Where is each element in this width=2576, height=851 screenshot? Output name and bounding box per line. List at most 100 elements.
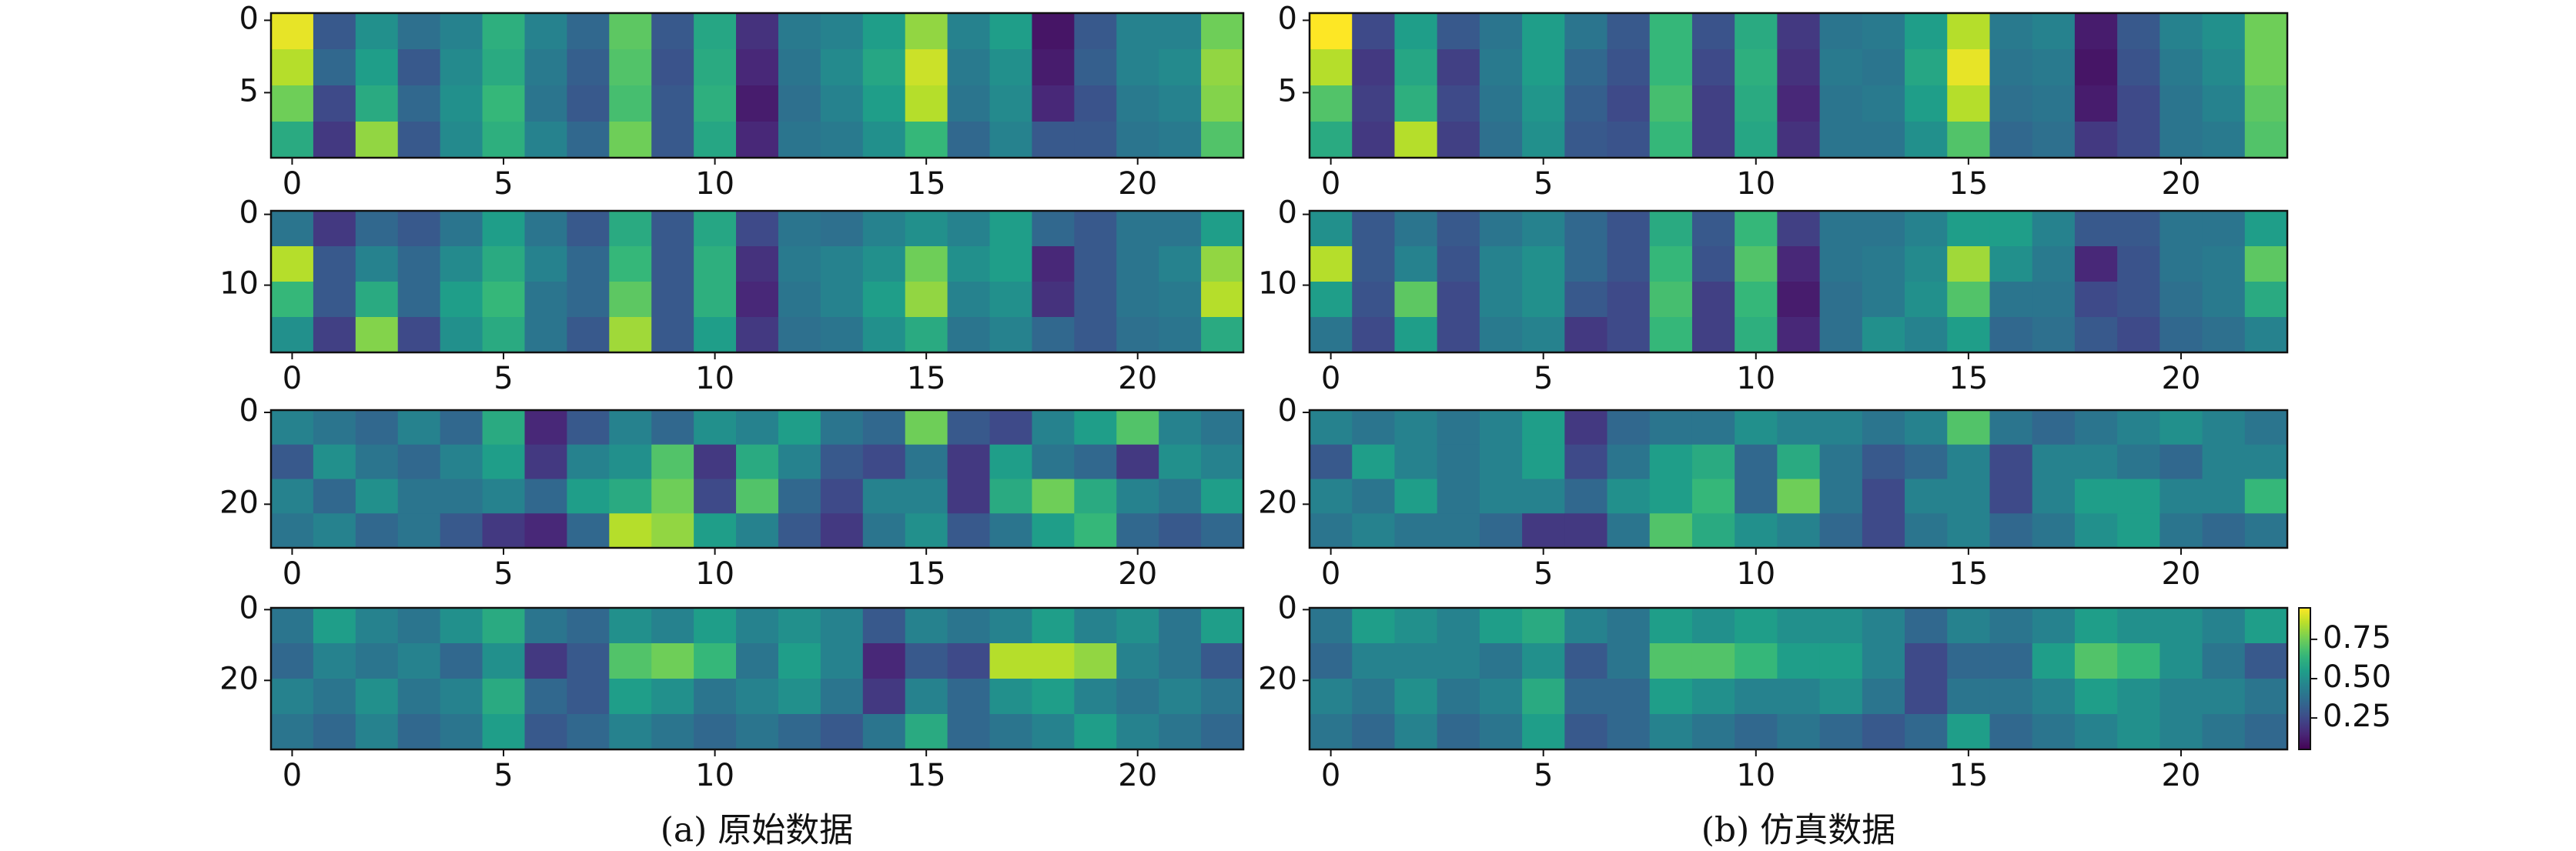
heatmap-cell <box>482 282 526 318</box>
heatmap-cell <box>1735 444 1778 480</box>
x-tick-label: 20 <box>2162 758 2201 793</box>
heatmap-cell <box>651 85 694 122</box>
heatmap-cell <box>1862 513 1905 549</box>
heatmap-cell <box>1862 714 1905 750</box>
heatmap-cell <box>567 714 610 750</box>
heatmap-cell <box>2032 282 2076 318</box>
heatmap-cell <box>609 608 652 644</box>
heatmap-cell <box>524 608 567 644</box>
heatmap-cell <box>1862 317 1905 353</box>
heatmap-cell <box>482 513 526 549</box>
heatmap-cell <box>2244 608 2288 644</box>
heatmap-cell <box>694 513 737 549</box>
x-tick-label: 10 <box>1736 758 1775 793</box>
heatmap-cell <box>736 246 779 282</box>
heatmap-cell <box>862 13 906 50</box>
heatmap-cell <box>1989 85 2033 122</box>
heatmap-cell <box>1201 85 1244 122</box>
heatmap-cell <box>1116 513 1159 549</box>
heatmap-cell <box>947 410 991 446</box>
y-tick-label: 20 <box>1258 485 1297 520</box>
heatmap-cell <box>905 246 948 282</box>
heatmap-cell <box>313 49 356 86</box>
heatmap-cell <box>1649 13 1693 50</box>
heatmap-cell <box>989 513 1033 549</box>
y-tick-label: 0 <box>1278 590 1297 626</box>
heatmap-cell <box>1116 714 1159 750</box>
heatmap-cell <box>778 410 821 446</box>
y-tick-label: 20 <box>219 661 259 696</box>
heatmap-cell <box>694 49 737 86</box>
heatmap-cell <box>1947 444 1991 480</box>
heatmap-cell <box>1074 513 1117 549</box>
heatmap-cell <box>1947 122 1991 159</box>
heatmap-cell <box>567 246 610 282</box>
heatmap-cell <box>1691 85 1735 122</box>
heatmap-cell <box>989 444 1033 480</box>
heatmap-cell <box>2117 85 2160 122</box>
heatmap-cell <box>778 246 821 282</box>
heatmap-cell <box>2074 49 2118 86</box>
heatmap-cell <box>1947 479 1991 514</box>
heatmap-cell <box>1819 49 1863 86</box>
heatmap-cell <box>2202 211 2246 247</box>
heatmap-cell <box>1691 49 1735 86</box>
heatmap-cell <box>1074 317 1117 353</box>
heatmap-cell <box>2032 317 2076 353</box>
heatmap-cell <box>820 246 864 282</box>
heatmap-cell <box>313 479 356 514</box>
heatmap-cell <box>2159 317 2203 353</box>
heatmap-cell <box>1564 13 1608 50</box>
heatmap-cell <box>651 282 694 318</box>
heatmap-cell <box>736 122 779 159</box>
heatmap-cell <box>1947 513 1991 549</box>
heatmap-cell <box>313 714 356 750</box>
heatmap-cell <box>482 608 526 644</box>
x-tick-label: 15 <box>907 166 946 202</box>
heatmap-cell <box>1564 513 1608 549</box>
heatmap-cell <box>567 513 610 549</box>
heatmap-cell <box>1819 317 1863 353</box>
heatmap-cell <box>1522 85 1565 122</box>
heatmap-cell <box>1819 410 1863 446</box>
x-tick-label: 5 <box>1534 758 1553 793</box>
heatmap-cell <box>1947 643 1991 679</box>
heatmap-cell <box>482 679 526 715</box>
x-tick-label: 0 <box>283 361 302 396</box>
heatmap-cell <box>1735 479 1778 514</box>
heatmap-cell <box>1862 49 1905 86</box>
heatmap-cell <box>2032 513 2076 549</box>
heatmap-cell <box>482 211 526 247</box>
heatmap-cell <box>1607 479 1651 514</box>
heatmap-cell <box>820 643 864 679</box>
heatmap-cell <box>736 49 779 86</box>
heatmap-cell <box>905 714 948 750</box>
heatmap-cell <box>440 13 483 50</box>
heatmap-cell <box>1691 13 1735 50</box>
heatmap-cell <box>1310 13 1353 50</box>
heatmap-cell <box>1777 317 1821 353</box>
x-tick-label: 20 <box>2162 361 2201 396</box>
heatmap-cell <box>271 714 314 750</box>
x-tick-label: 0 <box>1321 758 1340 793</box>
heatmap-cell <box>1352 444 1396 480</box>
heatmap-cell <box>1352 410 1396 446</box>
heatmap-cell <box>1819 513 1863 549</box>
heatmap-cell <box>524 714 567 750</box>
heatmap-cell <box>1819 282 1863 318</box>
heatmap-cell <box>609 122 652 159</box>
heatmap-cell <box>2117 49 2160 86</box>
heatmap-cell <box>694 13 737 50</box>
heatmap-cell <box>820 410 864 446</box>
heatmap-cell <box>440 282 483 318</box>
heatmap-cell <box>1691 282 1735 318</box>
heatmap-cell <box>989 211 1033 247</box>
heatmap-cell <box>1522 410 1565 446</box>
heatmap-cell <box>862 410 906 446</box>
y-tick-label: 0 <box>1278 195 1297 231</box>
heatmap-cell <box>1905 679 1948 715</box>
heatmap-cell <box>397 282 441 318</box>
heatmap-cell <box>694 317 737 353</box>
heatmap-cell <box>989 608 1033 644</box>
